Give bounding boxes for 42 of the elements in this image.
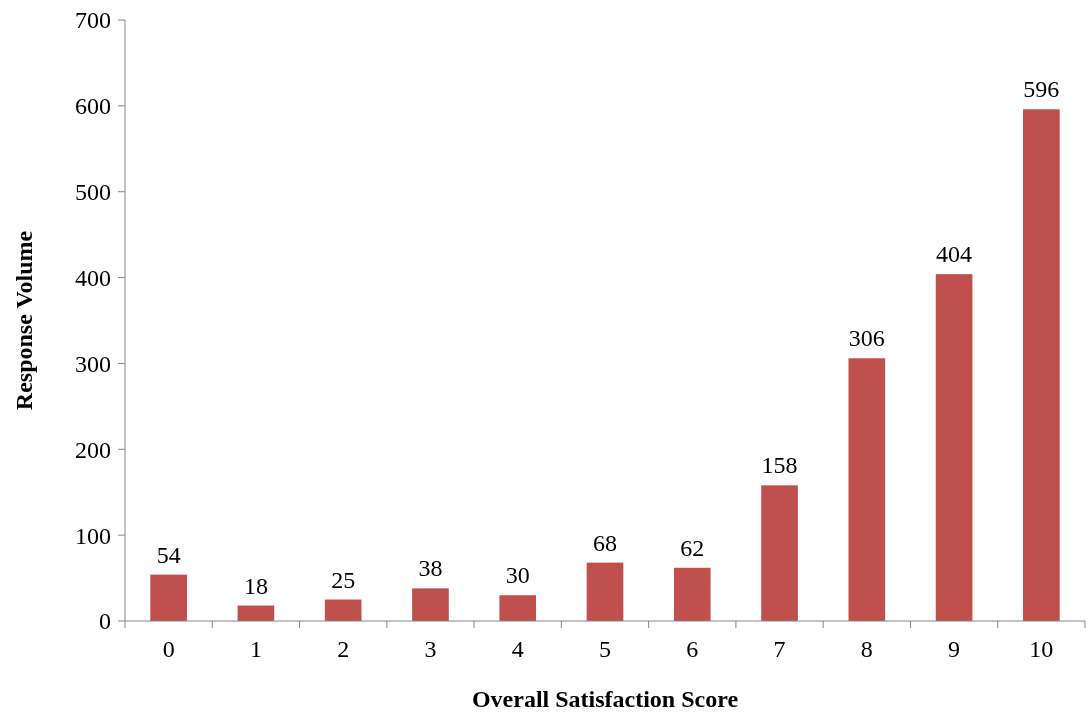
x-tick-label: 3 xyxy=(424,636,437,662)
bar xyxy=(761,485,798,621)
x-tick-label: 2 xyxy=(337,636,350,662)
data-label: 18 xyxy=(243,572,268,599)
data-label: 62 xyxy=(680,534,705,561)
x-axis-title: Overall Satisfaction Score xyxy=(471,686,739,712)
data-label: 30 xyxy=(505,562,530,589)
bar xyxy=(1023,109,1060,621)
bar xyxy=(848,358,886,621)
data-label: 38 xyxy=(418,555,443,582)
x-tick-label: 7 xyxy=(773,636,786,662)
y-tick-label: 500 xyxy=(75,179,111,206)
bar xyxy=(673,567,711,621)
x-tick-label: 9 xyxy=(948,636,961,662)
data-label: 54 xyxy=(156,541,181,568)
y-tick-label: 300 xyxy=(75,350,111,377)
data-label: 404 xyxy=(936,241,973,268)
bar xyxy=(499,595,537,621)
y-tick-label: 400 xyxy=(75,264,111,291)
data-label: 25 xyxy=(331,566,356,593)
bar xyxy=(324,599,362,621)
data-label: 68 xyxy=(593,529,617,556)
x-tick-label: 1 xyxy=(249,636,262,662)
x-tick-label: 10 xyxy=(1029,636,1054,662)
y-tick-label: 0 xyxy=(99,608,111,635)
x-tick-label: 0 xyxy=(162,636,175,662)
y-tick-label: 100 xyxy=(75,522,111,549)
y-axis-title: Response Volume xyxy=(11,230,37,411)
data-label: 596 xyxy=(1023,76,1060,103)
data-label: 306 xyxy=(848,325,885,352)
x-tick-label: 5 xyxy=(599,636,611,662)
bar xyxy=(150,574,187,621)
y-tick-label: 200 xyxy=(75,436,111,463)
bar xyxy=(935,274,973,621)
y-tick-label: 600 xyxy=(75,93,111,120)
bar xyxy=(586,562,624,621)
y-tick-label: 700 xyxy=(75,7,111,34)
bar xyxy=(412,588,449,621)
data-label: 158 xyxy=(761,452,798,479)
x-tick-label: 8 xyxy=(860,636,873,662)
x-tick-label: 6 xyxy=(686,636,699,662)
x-tick-label: 4 xyxy=(511,636,524,662)
